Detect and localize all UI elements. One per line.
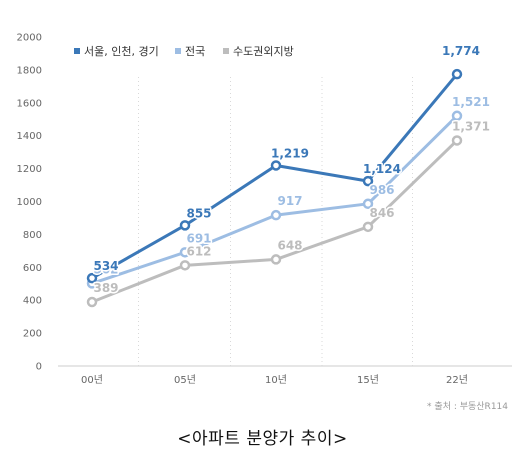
data-point xyxy=(270,209,282,221)
data-point xyxy=(179,247,191,258)
data-point xyxy=(451,135,463,146)
data-label: 986 xyxy=(369,183,394,197)
data-point xyxy=(362,198,374,210)
legend-swatch xyxy=(175,48,181,54)
data-label: 855 xyxy=(186,206,211,220)
data-point xyxy=(86,296,98,308)
data-point xyxy=(179,220,191,231)
y-tick-label: 2000 xyxy=(17,33,42,44)
data-point xyxy=(451,68,463,80)
y-tick-label: 200 xyxy=(23,329,42,340)
y-tick-label: 1400 xyxy=(17,131,42,142)
y-tick-label: 600 xyxy=(23,263,42,274)
data-label: 1,124 xyxy=(363,162,401,176)
data-label: 534 xyxy=(93,259,118,273)
source-note: * 출처 : 부동산R114 xyxy=(427,400,508,412)
chart-canvas: 0 200 400 600 800 1000 1200 1400 1600 1800 2000 00… xyxy=(17,33,512,412)
data-label: 691 xyxy=(186,231,211,245)
data-point xyxy=(451,110,463,122)
x-tick-label: 22년 xyxy=(446,374,468,386)
x-tick-label: 15년 xyxy=(357,374,379,386)
x-tick-label: 00년 xyxy=(81,374,103,386)
data-label: 648 xyxy=(277,238,302,252)
y-tick-label: 1600 xyxy=(17,98,42,109)
data-point xyxy=(362,175,374,187)
y-tick-label: 0 xyxy=(36,362,42,373)
data-label: 1,774 xyxy=(442,44,480,58)
data-label: 612 xyxy=(186,244,211,258)
series-line xyxy=(91,73,459,280)
data-label: 846 xyxy=(369,206,394,220)
legend-swatch xyxy=(74,48,80,54)
legend-label: 서울, 인천, 경기 xyxy=(84,44,159,58)
legend-label: 수도권외지방 xyxy=(233,45,294,58)
data-point xyxy=(179,260,191,271)
legend-swatch xyxy=(223,48,229,54)
data-point xyxy=(362,221,374,233)
data-point xyxy=(270,254,282,265)
y-tick-label: 1000 xyxy=(17,197,42,208)
x-tick-label: 10년 xyxy=(265,374,287,386)
data-label: 1,521 xyxy=(452,95,490,109)
data-point xyxy=(270,160,282,171)
y-tick-label: 1800 xyxy=(17,65,42,76)
data-point xyxy=(86,272,98,284)
data-label: 389 xyxy=(93,281,118,295)
data-label: 1,371 xyxy=(452,119,490,133)
y-tick-label: 400 xyxy=(23,296,42,307)
data-label: 917 xyxy=(277,194,302,208)
y-tick-label: 800 xyxy=(23,230,42,241)
legend-label: 전국 xyxy=(185,45,205,58)
data-label: 502 xyxy=(93,262,118,276)
chart-caption: <아파트 분양가 추이> xyxy=(177,429,348,449)
data-label: 1,219 xyxy=(271,146,309,160)
y-tick-label: 1200 xyxy=(17,164,42,175)
x-tick-label: 05년 xyxy=(174,374,196,386)
